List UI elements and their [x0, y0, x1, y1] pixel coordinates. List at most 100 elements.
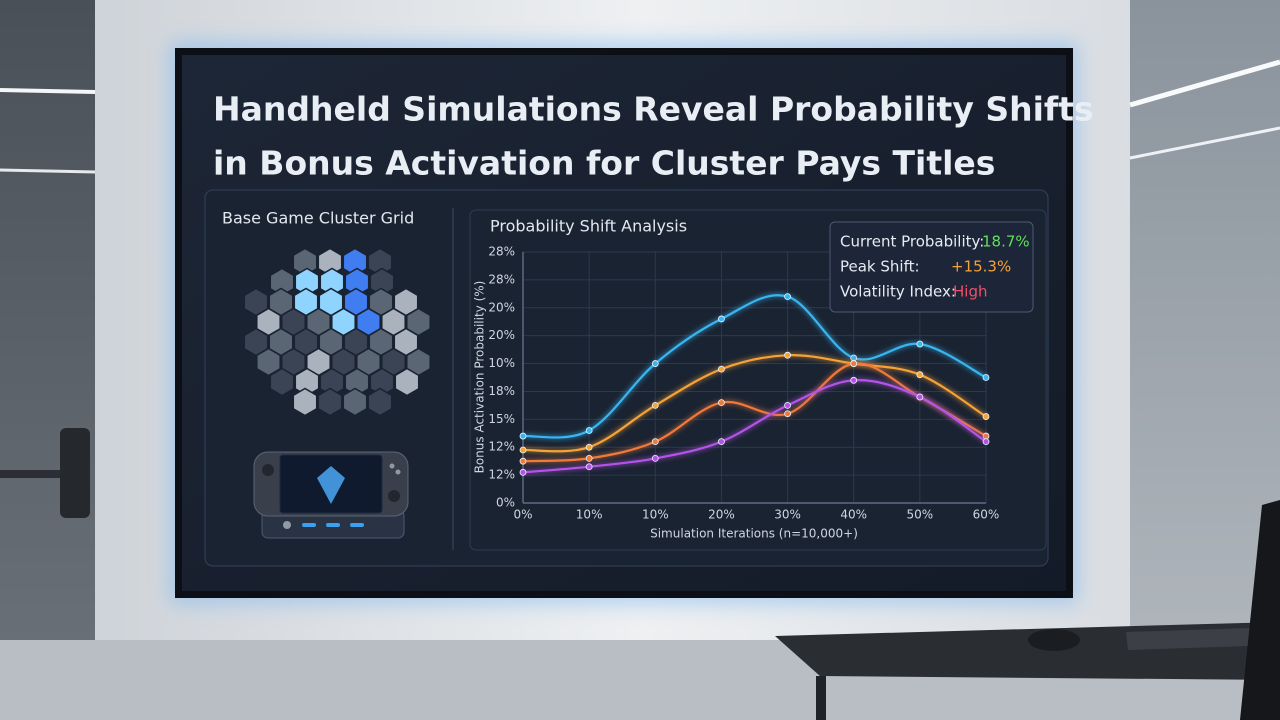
data-point — [651, 360, 659, 367]
hex-cell — [268, 327, 294, 357]
y-tick-label: 20% — [488, 328, 515, 342]
y-tick-label: 12% — [488, 468, 515, 482]
data-point — [784, 410, 791, 418]
data-point — [718, 365, 725, 373]
hex-cell — [342, 387, 368, 417]
hex-cell — [368, 287, 394, 317]
hex-cell — [293, 327, 319, 357]
hex-cell — [318, 287, 344, 317]
hex-cell — [343, 327, 369, 357]
hex-cell — [394, 367, 420, 397]
data-point — [982, 413, 990, 420]
device-stick — [388, 490, 400, 502]
x-axis-label: Simulation Iterations (n=10,000+) — [650, 527, 858, 541]
hex-cell — [318, 327, 344, 357]
data-point — [850, 376, 858, 384]
series-line — [522, 354, 987, 453]
keyboard — [1126, 628, 1250, 650]
ceiling-light — [1129, 126, 1280, 160]
stat-value: High — [953, 283, 987, 301]
data-point — [916, 340, 924, 348]
y-axis-label: Bonus Activation Probability (%) — [473, 281, 487, 474]
data-point — [916, 371, 924, 379]
stat-value: 18.7% — [982, 233, 1030, 251]
data-point — [718, 399, 725, 407]
data-point — [651, 438, 659, 446]
hex-cell — [268, 287, 294, 317]
hex-cell — [356, 307, 381, 337]
device-button — [389, 463, 395, 469]
x-tick-label: 30% — [774, 508, 801, 522]
left-chair — [60, 428, 90, 518]
x-tick-label: 10% — [642, 508, 669, 522]
chair — [1240, 500, 1280, 720]
data-point — [784, 401, 791, 409]
data-point — [850, 360, 858, 367]
data-point — [982, 374, 990, 381]
data-point — [784, 351, 791, 359]
data-point — [718, 438, 725, 446]
data-point — [519, 468, 527, 476]
stats-box — [829, 221, 1034, 313]
data-point — [585, 443, 593, 451]
handheld — [253, 451, 409, 539]
hex-cell — [243, 287, 269, 317]
hex-cell — [281, 307, 306, 337]
y-tick-label: 28% — [488, 272, 515, 286]
ceiling-light — [0, 88, 96, 94]
hex-cell — [306, 307, 331, 337]
hex-cell — [256, 347, 281, 377]
device-light — [302, 523, 316, 527]
hex-cell — [292, 387, 318, 417]
headline: Handheld Simulations Reveal Probability … — [213, 90, 1094, 129]
hex-cell — [331, 307, 356, 337]
ceiling-light — [1129, 59, 1280, 108]
headline: in Bonus Activation for Cluster Pays Tit… — [213, 144, 995, 183]
hex-cell — [393, 327, 419, 357]
stats: Current Probability:18.7% Peak Shift: +15.… — [840, 233, 1030, 301]
x-tick-label: 50% — [907, 508, 934, 522]
data-point — [585, 463, 593, 471]
data-point — [519, 446, 527, 454]
y-tick-label: 18% — [488, 384, 515, 398]
mouse — [1028, 629, 1080, 651]
device-light — [326, 523, 340, 527]
left-desk — [0, 470, 70, 478]
data-point — [519, 457, 527, 465]
hex-cell — [269, 367, 295, 397]
y-tick-label: 10% — [488, 356, 515, 370]
data-point — [651, 401, 659, 409]
device-button — [395, 469, 401, 475]
data-point — [916, 393, 924, 401]
hex-cell — [406, 307, 431, 337]
stat-label: Current Probability: — [840, 233, 984, 251]
hex-cell — [293, 287, 319, 317]
device-gem — [317, 466, 345, 504]
y-tick-label: 15% — [488, 412, 515, 426]
data-point — [519, 432, 527, 440]
left-panel-title: Base Game Cluster Grid — [222, 209, 414, 228]
device-button — [283, 521, 291, 529]
x-tick-label: 40% — [840, 508, 867, 522]
hex-cell — [367, 387, 393, 417]
plot: 0% 12% 12% 15% 18% 10% 20% 20% 28% 28% 0% 10% 10% 20%… — [488, 245, 999, 522]
data-point — [784, 293, 791, 301]
data-point — [982, 438, 990, 446]
hex-cell — [256, 307, 281, 337]
hex-cell — [393, 287, 419, 317]
x-tick-label: 60% — [973, 508, 1000, 522]
stat-label: Volatility Index: — [840, 283, 956, 301]
chart-panel — [469, 209, 1047, 551]
x-tick-label: 0% — [513, 508, 532, 522]
hex-cell — [317, 387, 343, 417]
hex-cell — [368, 327, 394, 357]
hex-cell — [381, 307, 406, 337]
hex-cell — [243, 327, 269, 357]
y-tick-label: 20% — [488, 300, 515, 314]
data-point — [585, 454, 593, 462]
series-line — [522, 379, 987, 474]
hex-cell — [343, 287, 369, 317]
y-tick-label: 12% — [488, 440, 515, 454]
